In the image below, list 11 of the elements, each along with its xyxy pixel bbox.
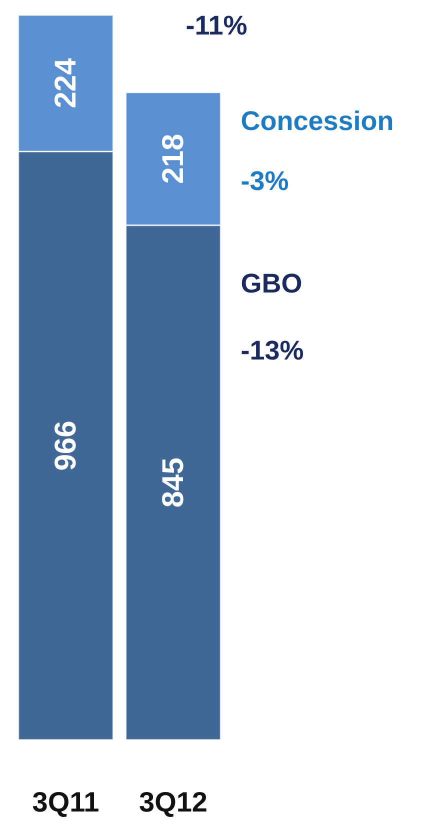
annotation: -11% [186, 10, 248, 40]
text: -3% [240, 166, 289, 196]
series-label: Concession [240, 106, 394, 136]
data-label: 224 [49, 58, 82, 108]
series-label: GBO [240, 268, 302, 299]
data-label: 218 [156, 134, 190, 184]
x-tick-label: 3Q11 [32, 786, 100, 818]
data-label: 966 [49, 420, 82, 471]
data-label: 845 [156, 458, 190, 508]
x-tick-label: 3Q12 [139, 786, 208, 818]
text: -13% [240, 336, 304, 366]
